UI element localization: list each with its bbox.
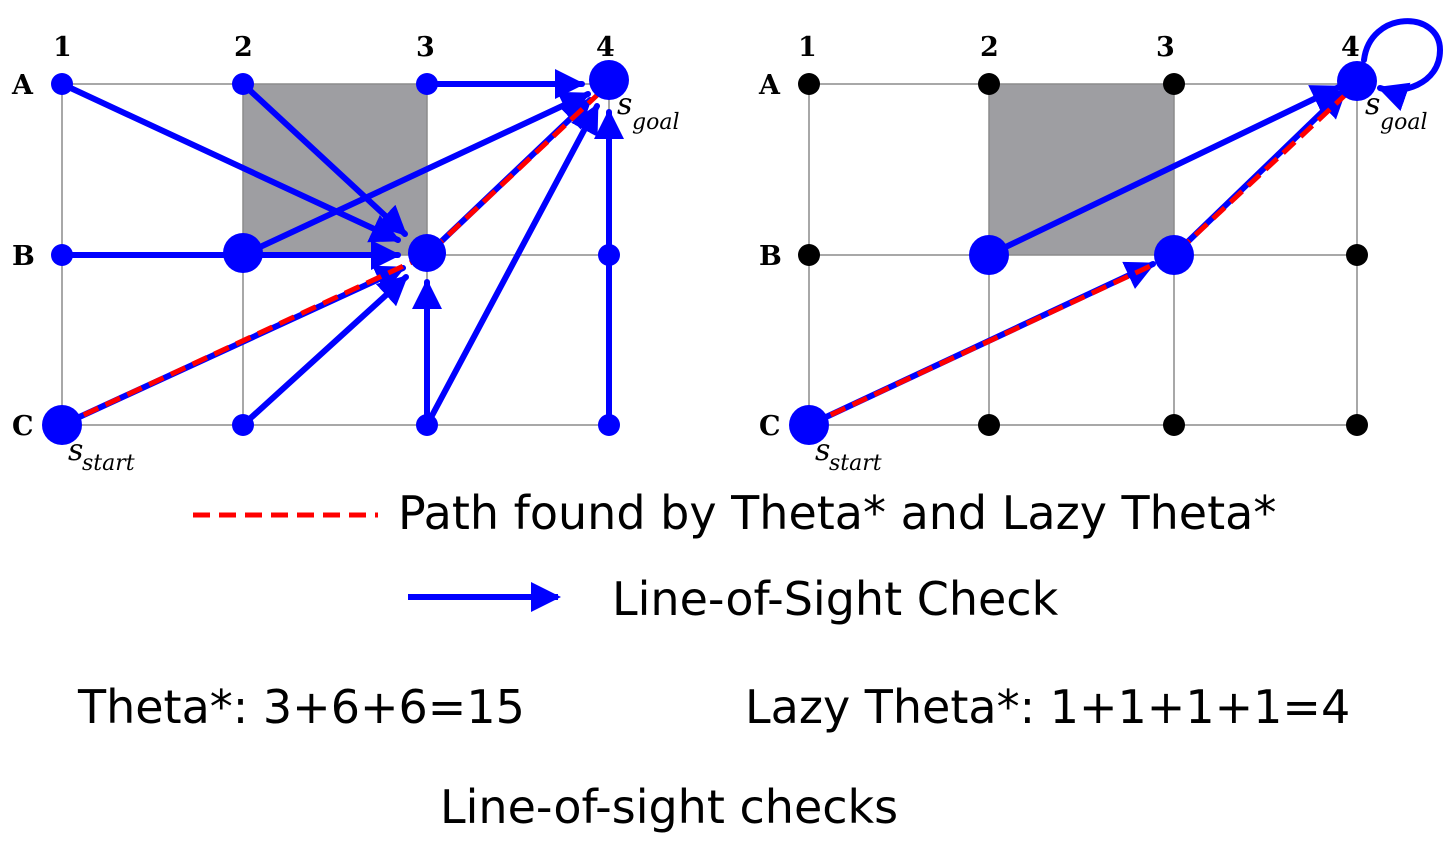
node-c4 (598, 414, 620, 436)
node-c3 (416, 414, 438, 436)
node-a1 (798, 73, 820, 95)
row-label: C (759, 411, 781, 442)
node-c2 (978, 414, 1000, 436)
node-b3 (1154, 235, 1194, 275)
column-label: 2 (980, 32, 999, 63)
node-b1 (51, 244, 73, 266)
node-b2 (223, 233, 263, 273)
path-lazy-theta (807, 82, 1359, 428)
node-b1 (798, 244, 820, 266)
goal-label: s goal (617, 87, 679, 135)
svg-text:start: start (82, 451, 135, 476)
los-arrow (240, 91, 591, 258)
legend-path-label: Path found by Theta* and Lazy Theta* (398, 486, 1277, 540)
node-b3 (408, 234, 446, 272)
row-label: A (758, 70, 781, 101)
node-c2 (232, 414, 254, 436)
node-goal (1337, 61, 1377, 101)
path-theta (60, 82, 611, 428)
row-label: B (12, 241, 35, 272)
lazy-theta-count: Lazy Theta*: 1+1+1+1=4 (745, 680, 1351, 734)
svg-text:s: s (1365, 87, 1380, 122)
node-a1 (51, 73, 73, 95)
los-arrows (59, 69, 624, 428)
node-b2 (969, 235, 1009, 275)
node-b4 (1346, 244, 1368, 266)
theta-count: Theta*: 3+6+6=15 (78, 680, 525, 734)
node-goal (589, 60, 629, 100)
node-b4 (598, 244, 620, 266)
node-c3 (1163, 414, 1185, 436)
column-label: 4 (1341, 32, 1360, 63)
column-label: 3 (416, 32, 435, 63)
node-a2 (232, 73, 254, 95)
nodes (42, 60, 629, 445)
node-start (42, 405, 82, 445)
row-label: C (12, 411, 34, 442)
node-start (789, 405, 829, 445)
column-label: 4 (596, 32, 615, 63)
los-arrow (424, 103, 600, 428)
svg-text:s: s (617, 87, 632, 122)
svg-text:s: s (815, 433, 830, 468)
start-label: s start (815, 433, 882, 476)
svg-text:goal: goal (1380, 110, 1427, 135)
los-arrow (59, 81, 401, 243)
svg-text:s: s (68, 433, 83, 468)
los-arrow (986, 84, 1342, 258)
row-label: A (11, 70, 34, 101)
los-self-loop (1361, 18, 1444, 112)
column-label: 1 (798, 32, 817, 63)
goal-label: s goal (1365, 87, 1427, 135)
legend-los-label: Line-of-Sight Check (612, 572, 1059, 626)
column-label: 3 (1156, 32, 1175, 63)
nodes (789, 61, 1377, 445)
column-label: 1 (53, 32, 72, 63)
start-label: s start (68, 433, 135, 476)
row-label: B (759, 241, 782, 272)
column-label: 2 (234, 32, 253, 63)
los-arrow (240, 81, 408, 237)
node-a2 (978, 73, 1000, 95)
svg-text:goal: goal (632, 110, 679, 135)
left-grid: 1 2 3 4 A B C (11, 32, 679, 476)
right-grid: 1 2 3 4 A B C s st (758, 18, 1444, 476)
footer-caption: Line-of-sight checks (440, 780, 899, 834)
svg-text:start: start (829, 451, 882, 476)
los-arrow (240, 274, 409, 428)
node-c4 (1346, 414, 1368, 436)
legend (193, 512, 561, 612)
blocked-cell (989, 84, 1174, 255)
node-a3 (416, 73, 438, 95)
node-a3 (1163, 73, 1185, 95)
